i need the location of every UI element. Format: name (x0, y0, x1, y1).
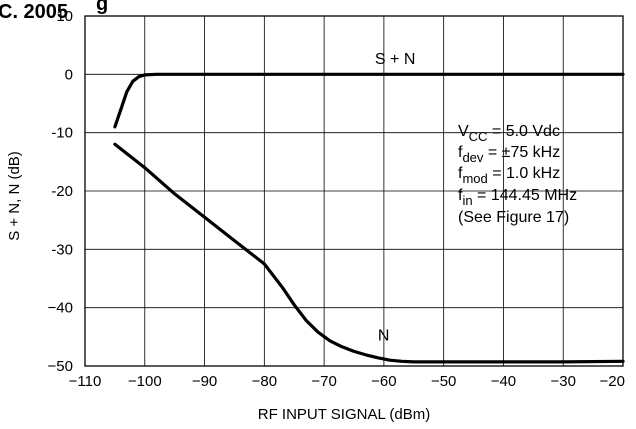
clipped-header-left: C. 2005 (0, 1, 68, 23)
x-tick-labels: −110 −100 −90 −80 −70 −60 −50 −40 −30 −20 (69, 373, 625, 390)
y-tick-label: -10 (51, 125, 73, 142)
annotation-vcc: VCC = 5.0 Vdc (458, 123, 560, 144)
x-tick-label: −40 (491, 373, 516, 390)
y-tick-label: −50 (48, 358, 73, 375)
x-tick-label: −100 (128, 373, 162, 390)
x-tick-label: −60 (371, 373, 396, 390)
y-tick-labels: 10 0 -10 -20 -30 −40 −50 (48, 8, 73, 375)
x-tick-label: −90 (192, 373, 217, 390)
y-tick-label: -30 (51, 241, 73, 258)
curve-label-s-plus-n: S + N (375, 51, 415, 68)
y-tick-label: 0 (65, 66, 73, 83)
curve-label-n: N (378, 327, 390, 344)
annotation-fmod: fmod = 1.0 kHz (458, 165, 560, 186)
annotation-fin: fin = 144.45 MHz (458, 187, 577, 208)
x-tick-label: −50 (431, 373, 456, 390)
annotation-see-figure: (See Figure 17) (458, 209, 569, 226)
series-line-s-plus-n (113, 72, 625, 129)
clipped-header-right: g (96, 0, 108, 15)
x-tick-label: −110 (69, 373, 102, 390)
x-tick-label: −20 (600, 373, 625, 390)
series-line-n (113, 142, 625, 364)
y-tick-label: −40 (48, 300, 73, 317)
y-axis-label: S + N, N (dB) (6, 151, 23, 241)
series-group (113, 72, 625, 364)
annotation-fdev: fdev = ±75 kHz (458, 144, 560, 165)
x-tick-label: −30 (550, 373, 575, 390)
x-axis-label: RF INPUT SIGNAL (dBm) (258, 406, 431, 423)
x-tick-label: −80 (252, 373, 277, 390)
y-tick-label: -20 (51, 183, 73, 200)
plot-frame (84, 15, 624, 367)
conditions-annotation: VCC = 5.0 Vdc fdev = ±75 kHz fmod = 1.0 … (458, 123, 577, 226)
x-tick-label: −70 (311, 373, 336, 390)
y-tick-label: 10 (56, 8, 73, 25)
